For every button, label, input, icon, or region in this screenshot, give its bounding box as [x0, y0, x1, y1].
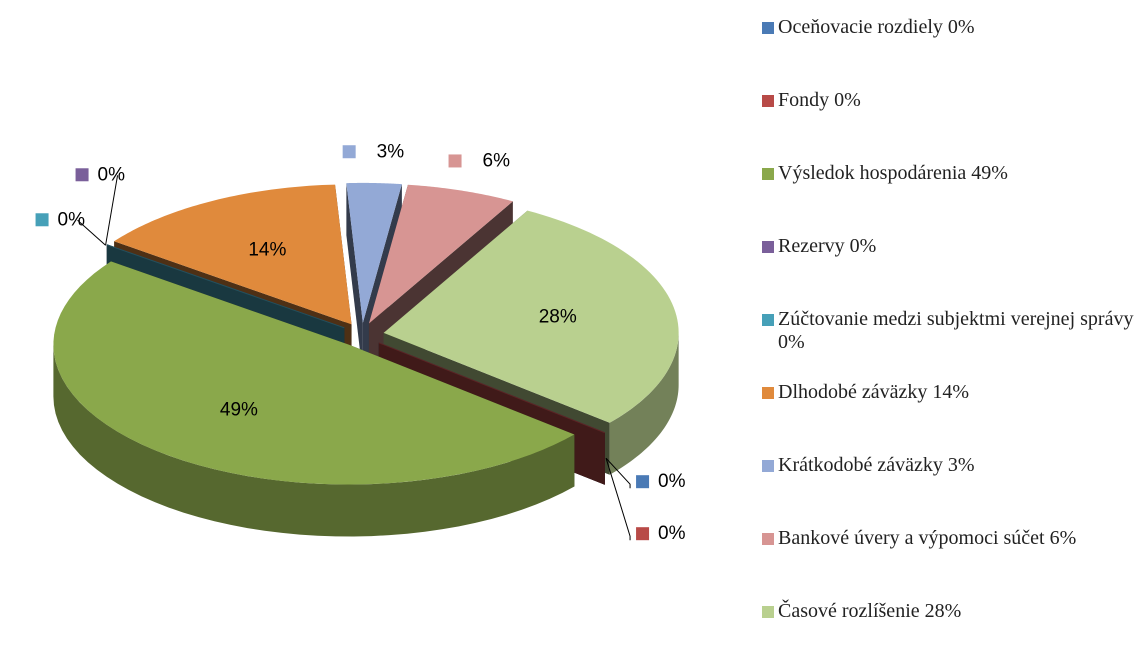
- label-swatch: [448, 154, 462, 168]
- legend-entry: Fondy 0%: [762, 73, 1137, 146]
- slice-side: [609, 332, 679, 475]
- legend-swatch: [762, 95, 774, 107]
- legend-label: Krátkodobé záväzky 3%: [778, 454, 975, 476]
- leader-line: [77, 219, 106, 246]
- data-label: 0%: [658, 523, 686, 544]
- data-label: 0%: [658, 471, 686, 492]
- slice: [368, 184, 513, 324]
- legend-swatch: [762, 533, 774, 545]
- slice-side: [53, 344, 575, 537]
- legend: Oceňovacie rozdiely 0% Fondy 0% Výsledok h…: [762, 0, 1137, 657]
- data-label: 28%: [539, 307, 577, 328]
- slice: [383, 210, 679, 423]
- data-label: 3%: [377, 141, 405, 162]
- data-label: 49%: [220, 400, 258, 421]
- label-swatch: [636, 527, 650, 541]
- legend-label: Fondy 0%: [778, 89, 861, 111]
- slice: [106, 244, 345, 329]
- leader-line: [605, 457, 631, 489]
- legend-swatch: [762, 314, 774, 326]
- legend-swatch: [762, 168, 774, 180]
- legend-entry: Dlhodobé záväzky 14%: [762, 365, 1137, 438]
- chart: 0% 0% 49% 0% 0% 14% 3% 6% 28%: [35, 141, 686, 544]
- slice-cut-face: [346, 183, 363, 375]
- slice: [53, 261, 575, 537]
- label-swatch: [35, 213, 49, 227]
- legend-swatch: [762, 606, 774, 618]
- data-label: 14%: [248, 239, 286, 260]
- legend-entry: Rezervy 0%: [762, 219, 1137, 292]
- legend-entry: Zúčtovanie medzi subjektmi verejnej sprá…: [762, 292, 1137, 365]
- legend-label: Časové rozlíšenie 28%: [778, 600, 962, 622]
- slice: [346, 182, 402, 323]
- label-swatch: [75, 168, 89, 182]
- legend-entry: Časové rozlíšenie 28%: [762, 584, 1137, 657]
- legend-swatch: [762, 241, 774, 253]
- legend-swatch: [762, 22, 774, 34]
- legend-swatch: [762, 460, 774, 472]
- label-swatch: [342, 145, 356, 159]
- slice: [378, 342, 606, 434]
- legend-entry: Bankové úvery a výpomoci súčet 6%: [762, 511, 1137, 584]
- legend-label: Rezervy 0%: [778, 235, 877, 257]
- data-label: 0%: [98, 164, 126, 185]
- legend-entry: Krátkodobé záväzky 3%: [762, 438, 1137, 511]
- legend-label: Zúčtovanie medzi subjektmi verejnej sprá…: [778, 308, 1134, 353]
- data-label: 6%: [483, 150, 511, 171]
- leader-line: [105, 175, 119, 246]
- leader-line: [605, 458, 631, 541]
- page: {"chart_data": {"type": "pie", "three_d"…: [35, 16, 1134, 622]
- slice: [114, 184, 352, 325]
- legend-entry: Oceňovacie rozdiely 0%: [762, 0, 1137, 73]
- slice: [53, 261, 575, 485]
- label-swatch: [636, 475, 650, 489]
- legend-label: Výsledok hospodárenia 49%: [778, 162, 1008, 184]
- legend-entry: Výsledok hospodárenia 49%: [762, 146, 1137, 219]
- data-label: 0%: [58, 209, 86, 230]
- legend-label: Oceňovacie rozdiely 0%: [778, 16, 975, 38]
- legend-label: Bankové úvery a výpomoci súčet 6%: [778, 527, 1077, 549]
- legend-swatch: [762, 387, 774, 399]
- legend-label: Dlhodobé záväzky 14%: [778, 381, 970, 403]
